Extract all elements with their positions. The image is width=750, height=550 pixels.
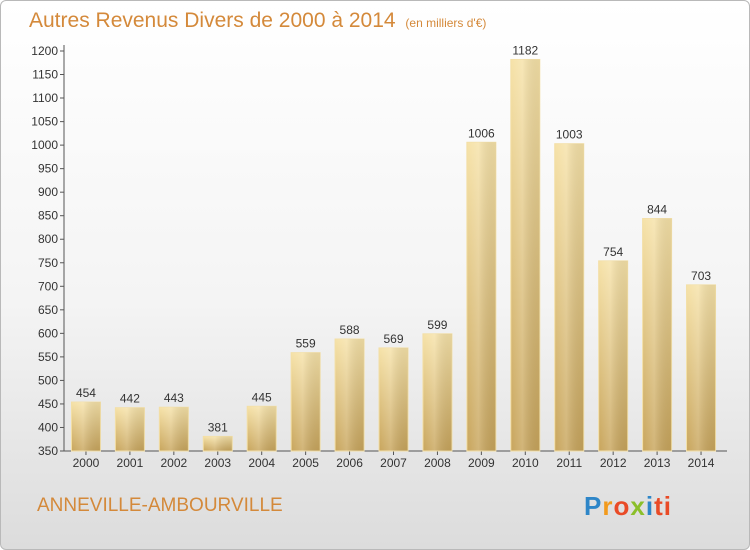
- data-label: 599: [427, 318, 447, 332]
- x-tick-label: 2009: [468, 456, 495, 470]
- y-tick-label: 550: [38, 350, 58, 364]
- bar-shade: [422, 333, 452, 451]
- y-tick-label: 1200: [31, 44, 58, 58]
- y-tick-label: 800: [38, 232, 58, 246]
- y-tick-label: 350: [38, 444, 58, 458]
- location-label: ANNEVILLE-AMBOURVILLE: [37, 495, 283, 516]
- bar-shade: [71, 402, 101, 451]
- bar-shade: [159, 407, 189, 451]
- y-tick-label: 650: [38, 303, 58, 317]
- bar-shade: [554, 143, 584, 452]
- y-tick-label: 850: [38, 209, 58, 223]
- bar-shade: [510, 59, 540, 452]
- data-label: 454: [76, 386, 96, 400]
- data-label: 844: [647, 203, 667, 217]
- logo-letter: o: [613, 491, 631, 521]
- x-tick-label: 2001: [117, 456, 144, 470]
- bar-shade: [379, 347, 408, 451]
- x-tick-label: 2006: [336, 456, 363, 470]
- data-label: 1003: [556, 128, 583, 142]
- data-label: 754: [603, 245, 623, 259]
- bar-shade: [466, 142, 496, 451]
- bar-shade: [686, 284, 716, 451]
- y-tick-label: 1050: [31, 115, 58, 129]
- y-tick-label: 500: [38, 373, 58, 387]
- y-tick-label: 450: [38, 397, 58, 411]
- x-tick-label: 2002: [160, 456, 187, 470]
- logo-letter: ti: [654, 491, 672, 521]
- y-tick-label: 1000: [31, 138, 58, 152]
- y-tick-label: 600: [38, 326, 58, 340]
- data-label: 1006: [468, 126, 495, 140]
- bar-shade: [598, 260, 628, 451]
- bar-shade: [642, 218, 672, 451]
- bar-shade: [335, 339, 365, 451]
- data-label: 588: [340, 323, 360, 337]
- chart-subtitle: (en milliers d'€): [405, 16, 487, 30]
- y-tick-label: 950: [38, 162, 58, 176]
- data-label: 445: [252, 390, 272, 404]
- bar-shade: [291, 352, 321, 451]
- logo-letter: P: [584, 491, 603, 521]
- proxiti-logo: Proxiti: [584, 491, 672, 522]
- y-axis: 350 400 450 500 550 600 650 700 750 800 850 900 950 1…: [31, 44, 65, 458]
- x-tick-label: 2010: [512, 456, 539, 470]
- bars: 454 442 443 381 445 559 588 569 599 1006 1182 1003 7…: [70, 43, 717, 452]
- y-tick-label: 1100: [32, 91, 58, 105]
- x-axis: 2000 2001 2002 2003 2004 2005 2006 2007 2008 2009…: [64, 450, 727, 470]
- x-tick-label: 2014: [688, 456, 715, 470]
- x-tick-label: 2000: [73, 456, 100, 470]
- y-tick-label: 900: [38, 185, 58, 199]
- chart-title-text: Autres Revenus Divers de 2000 à 2014: [29, 9, 396, 32]
- data-label: 569: [383, 332, 403, 346]
- x-tick-label: 2012: [600, 456, 627, 470]
- bar-shade: [203, 436, 233, 451]
- bar-shade: [247, 406, 277, 451]
- y-tick-label: 1150: [32, 68, 58, 82]
- data-label: 381: [208, 420, 228, 434]
- x-tick-label: 2005: [292, 456, 319, 470]
- logo-letter: x: [630, 491, 646, 521]
- x-tick-label: 2003: [204, 456, 231, 470]
- data-label: 443: [164, 391, 184, 405]
- x-tick-label: 2008: [424, 456, 451, 470]
- bar-shade: [115, 407, 145, 451]
- logo-letter: i: [645, 491, 655, 521]
- data-label: 559: [296, 337, 316, 351]
- y-tick-label: 750: [38, 256, 58, 270]
- chart-title: Autres Revenus Divers de 2000 à 2014 (en…: [29, 9, 486, 33]
- data-label: 442: [120, 392, 140, 406]
- y-tick-label: 700: [38, 279, 58, 293]
- data-label: 703: [691, 269, 711, 283]
- data-label: 1182: [512, 43, 538, 57]
- x-tick-label: 2004: [248, 456, 275, 470]
- y-tick-label: 400: [38, 420, 58, 434]
- x-tick-label: 2011: [556, 456, 582, 470]
- logo-letter: r: [602, 491, 614, 521]
- x-tick-label: 2007: [380, 456, 407, 470]
- x-tick-label: 2013: [644, 456, 671, 470]
